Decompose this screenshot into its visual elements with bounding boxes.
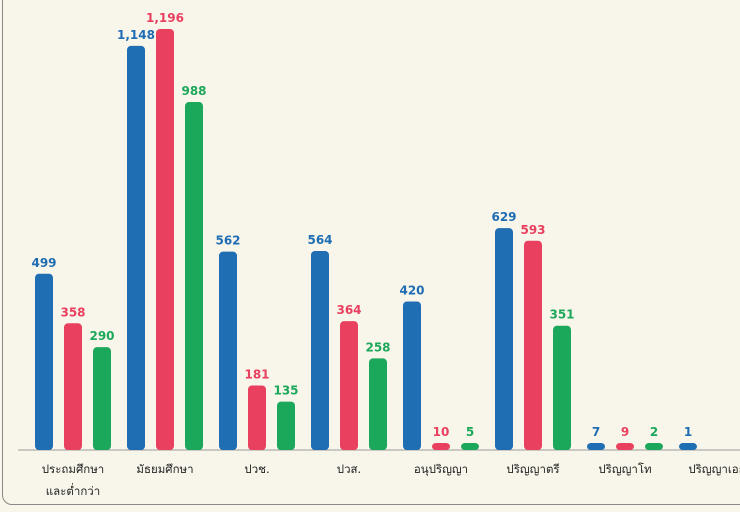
x-tick-label: ปวช. xyxy=(244,462,270,476)
x-tick-label: ปริญญาเอก xyxy=(688,462,740,476)
bar xyxy=(127,45,145,450)
bar xyxy=(277,401,295,450)
x-tick-label: ปริญญาโท xyxy=(598,462,652,476)
bar xyxy=(587,443,605,450)
x-tick-label: มัธยมศึกษา xyxy=(136,462,194,476)
bar xyxy=(461,443,479,450)
bar xyxy=(495,228,513,450)
data-label: 564 xyxy=(307,233,332,247)
data-label: 1 xyxy=(684,425,692,439)
data-label: 1,196 xyxy=(146,11,184,25)
bar xyxy=(219,251,237,450)
x-tick-label: ปวส. xyxy=(336,462,362,476)
bar xyxy=(35,273,53,450)
data-label: 629 xyxy=(491,210,516,224)
bar xyxy=(93,347,111,450)
data-label: 562 xyxy=(215,234,240,248)
data-label: 181 xyxy=(244,367,269,381)
bar xyxy=(369,358,387,450)
data-label: 420 xyxy=(399,284,424,298)
bar xyxy=(679,443,697,450)
data-label: 135 xyxy=(273,384,298,398)
data-label: 9 xyxy=(621,425,629,439)
bar xyxy=(553,325,571,450)
bar xyxy=(616,443,634,450)
x-tick-label: ประถมศึกษา และต่ำกว่า xyxy=(41,462,105,498)
bar xyxy=(311,250,329,450)
data-label: 499 xyxy=(31,256,56,270)
data-label: 351 xyxy=(549,308,574,322)
bar xyxy=(645,443,663,450)
bar xyxy=(64,323,82,450)
bar xyxy=(524,240,542,450)
x-tick-label: อนุปริญญา xyxy=(413,462,469,476)
data-label: 2 xyxy=(650,425,658,439)
bar xyxy=(403,301,421,450)
data-label: 364 xyxy=(336,303,361,317)
bar xyxy=(156,29,174,450)
data-label: 10 xyxy=(433,425,450,439)
bar xyxy=(340,321,358,450)
data-label: 988 xyxy=(181,84,206,98)
data-label: 593 xyxy=(520,223,545,237)
bar xyxy=(185,102,203,450)
data-label: 258 xyxy=(365,340,390,354)
bar xyxy=(432,443,450,450)
data-label: 5 xyxy=(466,425,474,439)
x-tick-label: ปริญญาตรี xyxy=(506,462,560,476)
data-label: 7 xyxy=(592,425,600,439)
data-label: 290 xyxy=(89,329,114,343)
data-label: 1,148 xyxy=(117,28,155,42)
data-label: 358 xyxy=(60,305,85,319)
bar xyxy=(248,385,266,450)
